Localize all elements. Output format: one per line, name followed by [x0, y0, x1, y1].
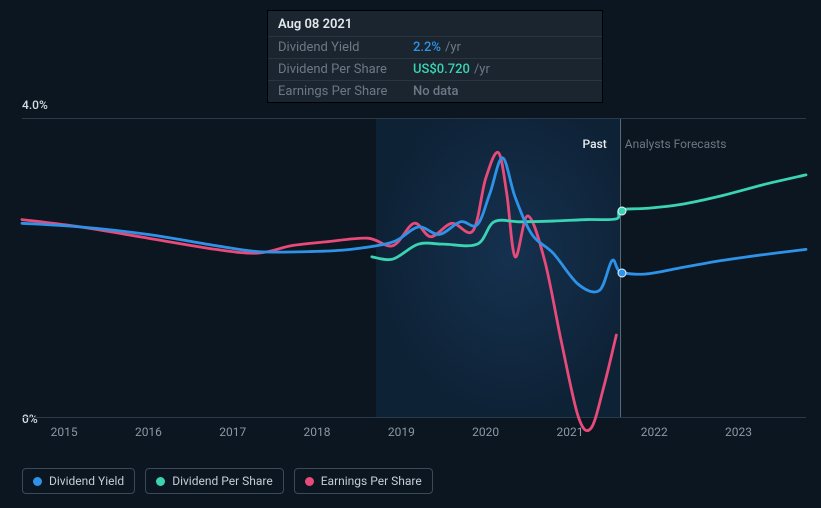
series-line — [372, 175, 806, 260]
tooltip-value: US$0.720 — [413, 62, 470, 77]
tooltip-row: Dividend Per ShareUS$0.720/yr — [268, 58, 602, 80]
chart: 4.0% 0% Past Analysts Forecasts — [22, 100, 806, 420]
tooltip-unit: /yr — [474, 62, 490, 77]
legend-item[interactable]: Earnings Per Share — [294, 468, 433, 494]
x-tick: 2019 — [388, 425, 415, 439]
legend-dot — [33, 477, 42, 486]
legend-item[interactable]: Dividend Yield — [22, 468, 135, 494]
series-marker — [618, 268, 627, 277]
x-tick: 2015 — [51, 425, 78, 439]
tooltip-row: Dividend Yield2.2% /yr — [268, 36, 602, 58]
tooltip-label: Dividend Yield — [278, 40, 413, 55]
legend-item[interactable]: Dividend Per Share — [145, 468, 284, 494]
legend-label: Dividend Per Share — [172, 474, 273, 488]
series-marker — [618, 206, 627, 215]
legend: Dividend Yield Dividend Per Share Earnings… — [22, 468, 433, 494]
x-tick: 2022 — [641, 425, 668, 439]
tooltip: Aug 08 2021 Dividend Yield2.2%/yrDividen… — [267, 10, 603, 103]
x-axis: 2015 2016 2017 2018 2019 2020 2021 2022 2023 — [22, 425, 806, 445]
legend-label: Dividend Yield — [49, 474, 124, 488]
series-line — [22, 152, 616, 430]
future-label: Analysts Forecasts — [625, 137, 727, 151]
x-tick: 2017 — [219, 425, 246, 439]
past-label: Past — [583, 137, 607, 151]
x-tick: 2018 — [304, 425, 331, 439]
tooltip-date: Aug 08 2021 — [268, 11, 602, 36]
period-labels: Past Analysts Forecasts — [583, 137, 727, 151]
tooltip-value: 2.2% — [413, 40, 441, 55]
x-tick: 2016 — [135, 425, 162, 439]
legend-dot — [305, 477, 314, 486]
tooltip-value: No data — [413, 84, 459, 99]
tooltip-unit: /yr — [445, 40, 461, 55]
tooltip-row: Earnings Per ShareNo data — [268, 80, 602, 102]
series-line — [22, 158, 806, 292]
x-tick: 2023 — [725, 425, 752, 439]
x-tick: 2021 — [556, 425, 583, 439]
y-axis-top-label: 4.0% — [22, 98, 48, 112]
legend-dot — [156, 477, 165, 486]
chart-lines — [22, 119, 806, 417]
x-tick: 2020 — [472, 425, 499, 439]
tooltip-label: Earnings Per Share — [278, 84, 413, 99]
legend-label: Earnings Per Share — [321, 474, 422, 488]
tooltip-label: Dividend Per Share — [278, 62, 413, 77]
chart-plot: Past Analysts Forecasts — [22, 118, 806, 418]
